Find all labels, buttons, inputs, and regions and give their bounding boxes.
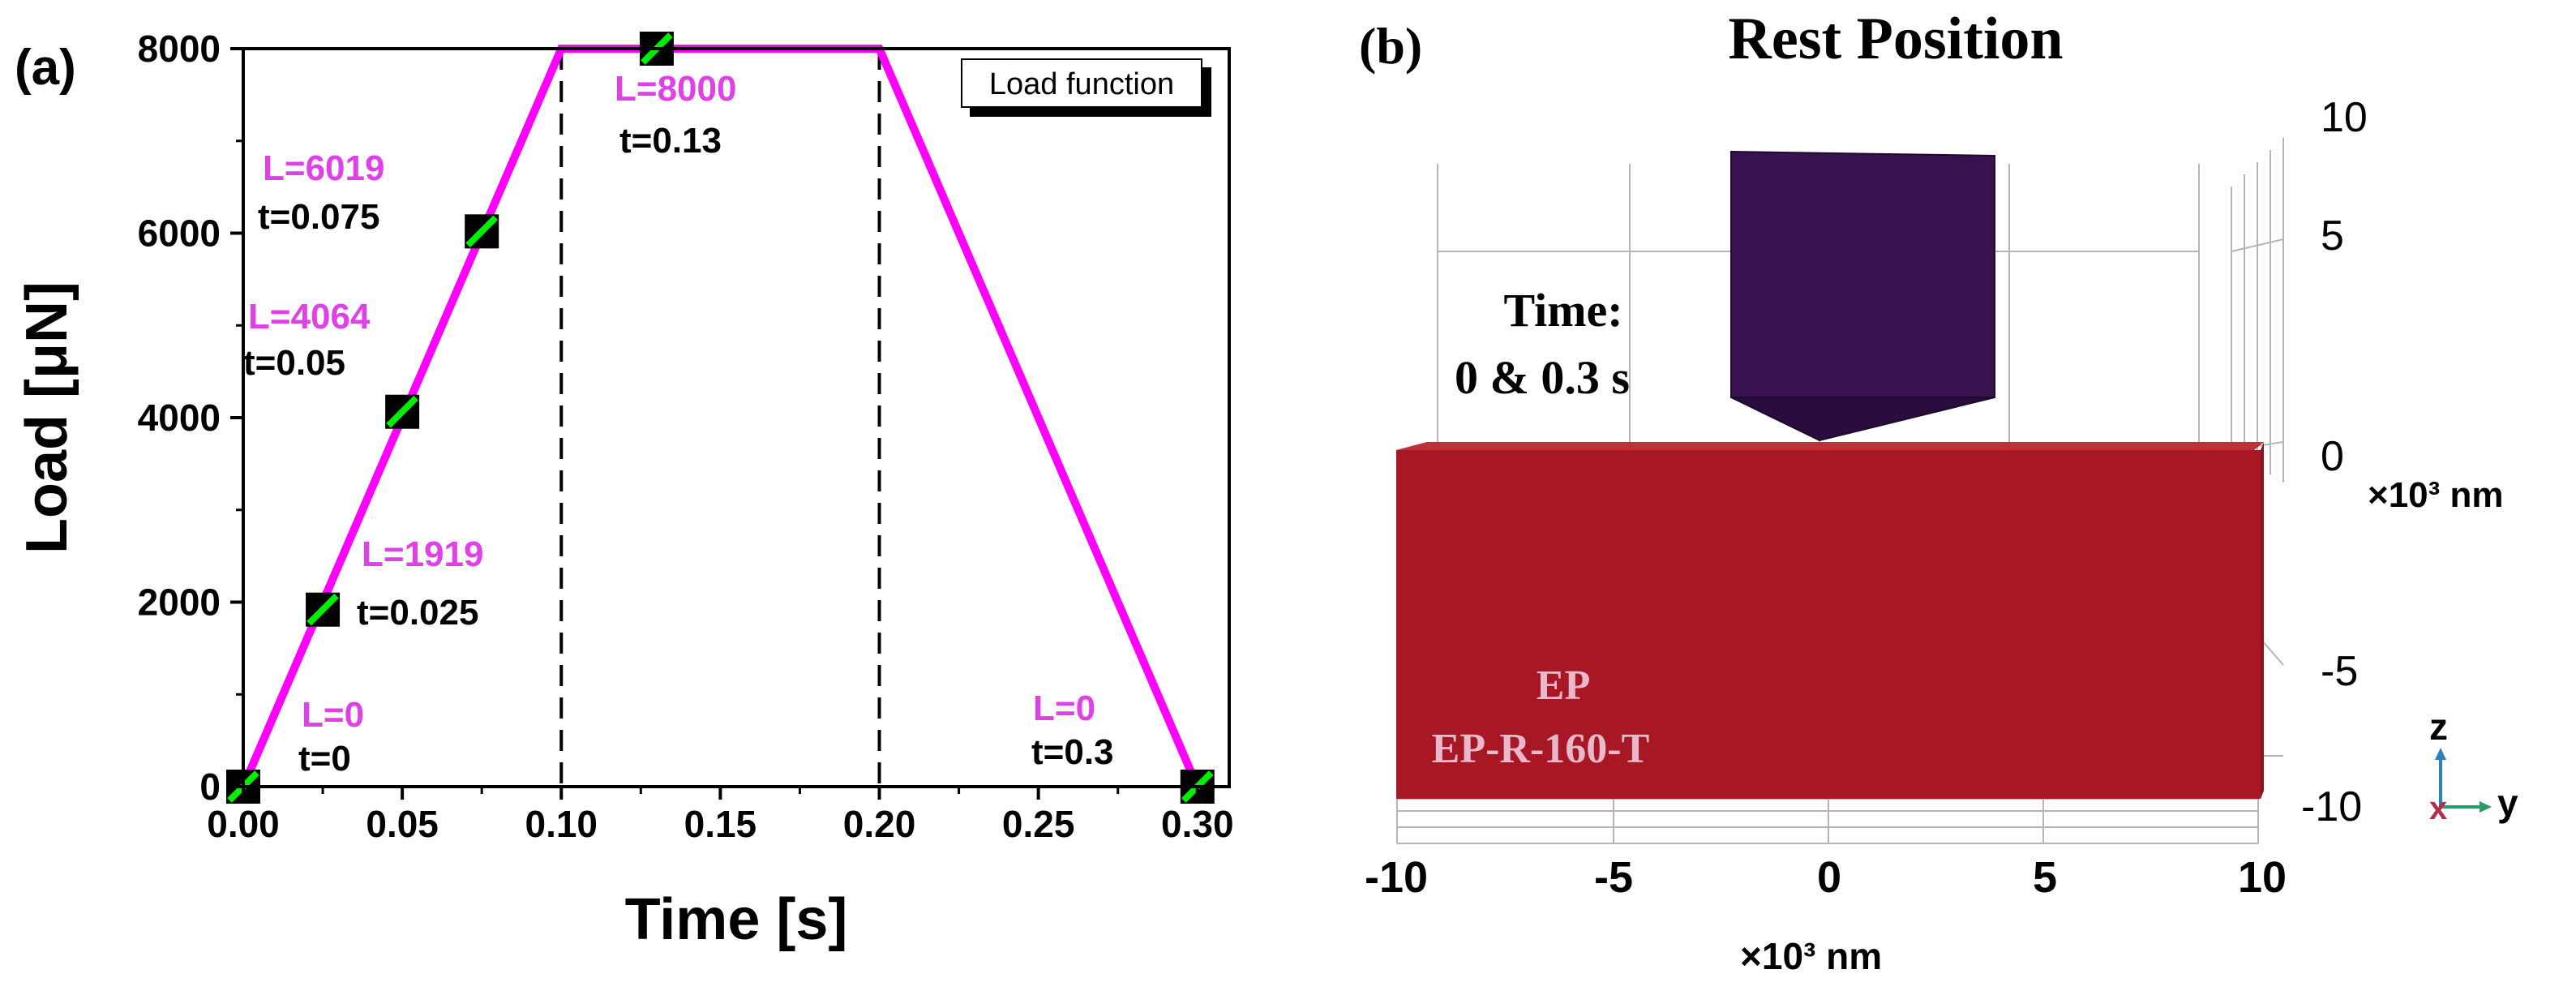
panel-a-label: (a) [15,40,76,96]
z-tick: -5 [2321,648,2358,695]
marker-stripe [306,593,339,626]
x-tick-label: 0.25 [1002,803,1075,845]
orientation-triad: z x y [2429,706,2518,826]
y-tick-label: 8000 [138,28,221,70]
x-tick-label: 0.00 [207,803,280,845]
z-axis-ticks: 10 5 0 -5 -10 [2301,94,2368,830]
y-tick-label: 4000 [138,397,221,439]
legend-label: Load function [989,67,1174,101]
y-tick: -5 [1594,853,1633,902]
y-ticks: 0 2000 4000 6000 8000 [138,28,243,808]
z-axis-letter: z [2429,706,2448,748]
annotation-time-3: t=0.075 [258,197,379,237]
annotation-time-4: t=0.13 [619,121,722,161]
x-tick-label: 0.30 [1161,803,1234,845]
z-tick: 10 [2321,94,2368,141]
y-tick-label: 0 [199,766,221,808]
y-axis-ticks: -10 -5 0 5 10 [1365,853,2287,902]
panel-b-label: (b) [1359,17,1422,75]
annotation-load-3: L=6019 [263,148,384,188]
data-marker [385,394,420,429]
y-axis-label: Load [μN] [15,281,79,554]
marker-stripe [386,395,418,428]
annotations: L=0 t=0 L=1919 t=0.025 L=4064 t=0.05 L=6… [243,69,1114,779]
y-tick: 0 [1817,853,1841,902]
annotation-load-2: L=4064 [248,297,371,337]
x-tick-label: 0.20 [843,803,916,845]
indenter [1730,150,1995,442]
marker-stripe [465,215,499,248]
x-axis-letter: x [2429,791,2447,826]
annotation-load-1: L=1919 [362,534,483,574]
legend-box [961,58,1202,108]
x-tick-label: 0.10 [525,803,598,845]
dashed-lines [559,49,881,787]
x-axis-label: Time [s] [625,887,848,952]
annotation-load-0: L=0 [302,695,364,735]
annotation-load-4: L=8000 [615,69,736,109]
x-tick-label: 0.05 [366,803,439,845]
z-axis-unit: ×10³ nm [2368,475,2504,515]
time-values-label: 0 & 0.3 s [1455,351,1630,404]
y-tick: 5 [2033,853,2057,902]
x-tick-label: 0.15 [684,803,757,845]
legend: Load function [961,58,1211,117]
data-marker [306,592,341,627]
annotation-time-5: t=0.3 [1031,732,1114,772]
annotation-time-0: t=0 [298,739,351,779]
time-label: Time: [1503,284,1622,337]
y-tick-label: 6000 [138,212,221,255]
data-marker [465,214,499,249]
y-tick: -10 [1365,853,1428,902]
panel-a-load-chart: (a) 0.00 0.05 0.10 0.15 0.20 0.25 0.30 0 2000 40… [15,28,1234,952]
y-tick-label: 2000 [138,581,221,624]
y-axis-letter: y [2497,782,2518,824]
z-tick: 0 [2321,433,2344,480]
material-sublabel: EP-R-160-T [1432,726,1650,772]
x-ticks: 0.00 0.05 0.10 0.15 0.20 0.25 0.30 [207,787,1234,845]
y-axis-unit: ×10³ nm [1740,935,1882,977]
annotation-load-5: L=0 [1033,689,1095,728]
annotation-time-1: t=0.025 [357,593,478,633]
sample-block [1396,442,2264,799]
annotation-time-2: t=0.05 [243,343,345,383]
panel-b-3d-view: (b) Rest Position [1359,6,2518,977]
panel-b-title: Rest Position [1728,6,2063,72]
material-label: EP [1537,663,1590,709]
z-tick: 5 [2321,212,2344,260]
y-tick: 10 [2238,853,2287,902]
z-tick: -10 [2301,783,2362,830]
